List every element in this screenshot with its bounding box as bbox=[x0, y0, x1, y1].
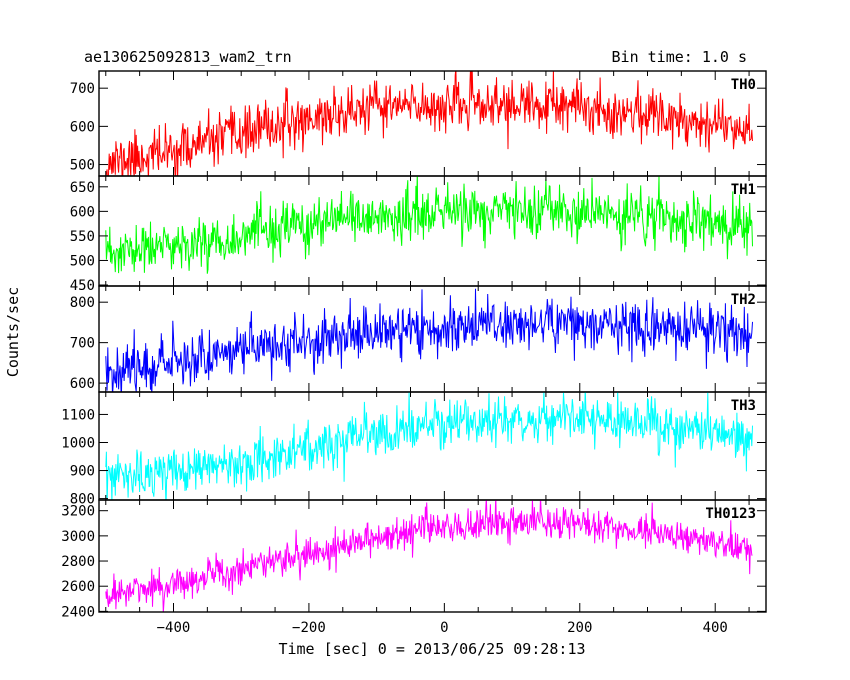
x-tick-label: −400 bbox=[157, 620, 191, 636]
series-line-th0123 bbox=[105, 500, 753, 612]
x-tick-label: −200 bbox=[292, 620, 326, 636]
y-tick-label: 1000 bbox=[61, 435, 95, 451]
y-tick-label: 1100 bbox=[61, 407, 95, 423]
bin-time-label: Bin time: 1.0 s bbox=[612, 48, 747, 66]
x-axis: −400 −200 0 200 400 bbox=[157, 620, 728, 636]
chart-panels: TH0 500 600 700 TH1 450 500 550 600 650 TH2 600 700 8… bbox=[61, 70, 767, 620]
series-line-th3 bbox=[105, 392, 753, 500]
panel-label: TH0 bbox=[731, 77, 756, 93]
y-tick-label: 900 bbox=[70, 464, 95, 480]
y-tick-label: 600 bbox=[70, 204, 95, 220]
y-tick-label: 3200 bbox=[61, 504, 95, 520]
x-tick-label: 0 bbox=[440, 620, 448, 636]
y-tick-label: 500 bbox=[70, 253, 95, 269]
panel-label: TH2 bbox=[731, 292, 756, 308]
y-tick-label: 550 bbox=[70, 229, 95, 245]
panel-label: TH0123 bbox=[705, 506, 756, 522]
y-tick-label: 2800 bbox=[61, 554, 95, 570]
panel-frame bbox=[98, 499, 767, 613]
y-tick-label: 450 bbox=[70, 278, 95, 294]
panel-th1: TH1 450 500 550 600 650 bbox=[70, 175, 767, 294]
y-tick-label: 700 bbox=[70, 81, 95, 97]
y-tick-label: 600 bbox=[70, 376, 95, 392]
y-tick-label: 700 bbox=[70, 336, 95, 352]
series-line-th1 bbox=[105, 176, 753, 274]
x-tick-label: 200 bbox=[567, 620, 592, 636]
panel-frame bbox=[98, 391, 767, 501]
y-tick-label: 800 bbox=[70, 295, 95, 311]
panel-th2: TH2 600 700 800 bbox=[70, 285, 767, 393]
y-tick-label: 2400 bbox=[61, 604, 95, 620]
series-line-th2 bbox=[105, 288, 753, 392]
x-axis-label: Time [sec] 0 = 2013/06/25 09:28:13 bbox=[278, 640, 585, 658]
series-line-th0 bbox=[105, 71, 753, 176]
y-tick-label: 650 bbox=[70, 180, 95, 196]
y-tick-label: 2600 bbox=[61, 579, 95, 595]
y-axis-label: Counts/sec bbox=[4, 287, 22, 377]
y-tick-label: 800 bbox=[70, 492, 95, 508]
panel-th0: TH0 500 600 700 bbox=[70, 70, 767, 177]
panel-th3: TH3 800 900 1000 1100 bbox=[61, 391, 767, 508]
y-tick-label: 500 bbox=[70, 158, 95, 174]
y-tick-label: 3000 bbox=[61, 529, 95, 545]
chart-title: ae130625092813_wam2_trn bbox=[84, 48, 292, 66]
y-tick-label: 600 bbox=[70, 119, 95, 135]
panel-label: TH3 bbox=[731, 398, 756, 414]
panel-th0123: TH0123 2400 2600 2800 3000 3200 bbox=[61, 499, 767, 620]
panel-label: TH1 bbox=[731, 182, 756, 198]
x-tick-label: 400 bbox=[703, 620, 728, 636]
